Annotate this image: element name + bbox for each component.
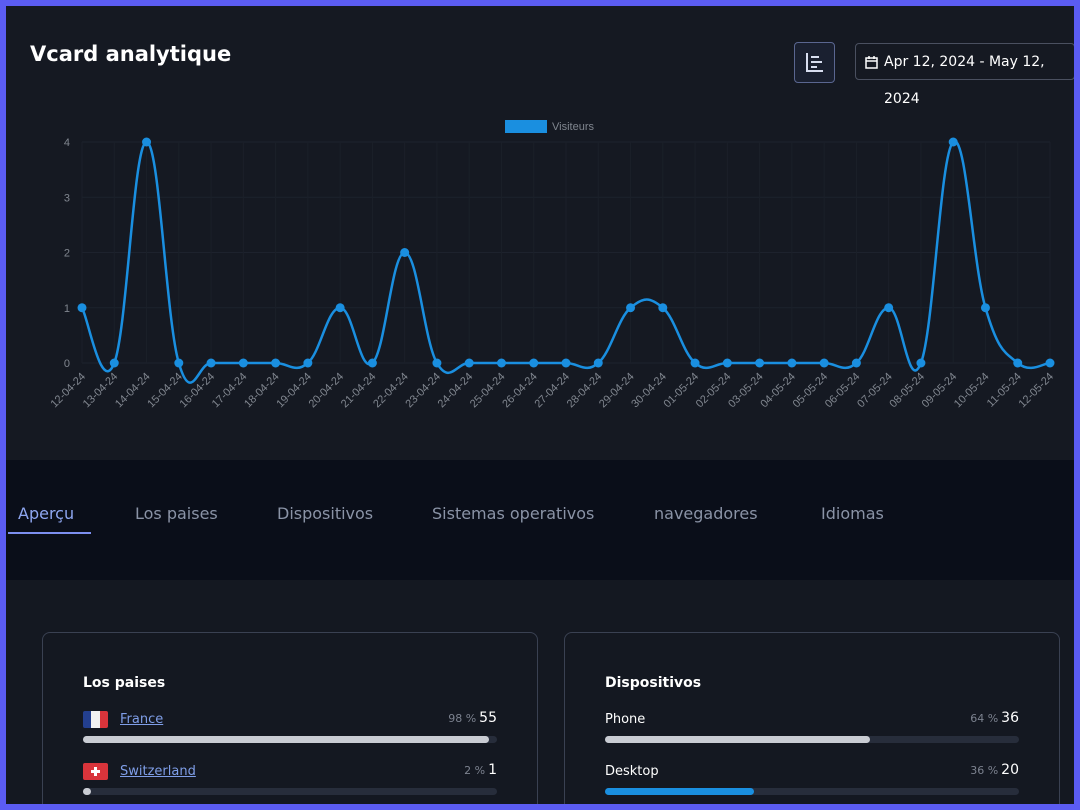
progress-track	[83, 736, 497, 743]
tab[interactable]: Idiomas	[821, 504, 884, 523]
tab[interactable]: Dispositivos	[277, 504, 374, 523]
data-point	[432, 358, 442, 368]
data-point	[464, 358, 474, 368]
card: Dispositivos Phone 64 % 36 Desktop 36 % 20	[564, 632, 1060, 804]
row-value: 98 % 55	[448, 710, 497, 726]
data-point	[400, 248, 410, 257]
chart-icon	[806, 53, 823, 72]
data-point	[206, 358, 216, 368]
card-title: Los paises	[83, 675, 166, 691]
x-tick-label: 10-05-24	[952, 371, 992, 411]
y-tick-label: 3	[64, 192, 70, 204]
data-point	[529, 358, 539, 368]
data-point	[722, 358, 732, 368]
line-chart: 0123412-04-2413-04-2414-04-2415-04-2416-…	[48, 120, 1056, 411]
data-point	[658, 303, 668, 313]
progress-bar	[83, 788, 92, 795]
count: 20	[1001, 762, 1019, 778]
row-value: 36 % 20	[970, 762, 1019, 778]
data-point	[303, 358, 313, 368]
data-point	[593, 358, 603, 368]
data-point	[819, 358, 829, 368]
legend-label: Visiteurs	[552, 121, 594, 133]
chart-type-button[interactable]	[794, 42, 835, 83]
y-tick-label: 2	[64, 248, 70, 260]
data-point	[271, 358, 281, 368]
app: Vcard analytique Apr 12, 2024 - May 12, …	[6, 6, 1074, 804]
y-tick-label: 1	[64, 303, 70, 315]
progress-track	[605, 788, 1019, 795]
row-label[interactable]: France	[120, 712, 164, 727]
series-line	[80, 140, 1051, 384]
date-range-picker[interactable]: Apr 12, 2024 - May 12, 2024	[855, 43, 1074, 107]
date-range: Apr 12, 2024 - May 12, 2024	[884, 54, 1045, 107]
data-point	[787, 358, 797, 368]
data-point	[367, 358, 377, 368]
card: Los paises France 98 % 55 Switzerland 2 % 1	[42, 632, 538, 804]
data-point	[142, 137, 152, 147]
data-point	[916, 358, 926, 368]
data-point	[238, 358, 248, 368]
tab[interactable]: navegadores	[654, 504, 758, 523]
chart-panel: Vcard analytique Apr 12, 2024 - May 12, …	[6, 6, 1074, 460]
card-title: Dispositivos	[605, 675, 702, 691]
percent-label: 2 %	[464, 764, 486, 777]
row-label: Desktop	[605, 764, 659, 779]
row-value: 2 % 1	[464, 762, 497, 778]
data-point	[980, 303, 990, 313]
progress-track	[605, 736, 1019, 743]
tab[interactable]: Aperçu	[18, 504, 75, 523]
page-title: Vcard analytique	[30, 42, 232, 66]
data-point	[77, 303, 87, 313]
data-point	[1045, 358, 1055, 368]
y-tick-label: 4	[64, 137, 70, 149]
legend-swatch	[505, 120, 547, 133]
progress-bar	[605, 788, 755, 795]
x-tick-label: 12-05-24	[1016, 371, 1056, 411]
count: 55	[479, 710, 497, 726]
active-tab-underline	[8, 532, 91, 534]
data-point	[109, 358, 119, 368]
progress-bar	[83, 736, 489, 743]
data-point	[174, 358, 184, 368]
row-value: 64 % 36	[970, 710, 1019, 726]
tab[interactable]: Sistemas operativos	[432, 504, 595, 523]
data-point	[626, 303, 636, 313]
percent-label: 64 %	[970, 712, 999, 725]
y-tick-label: 0	[64, 358, 70, 370]
data-point	[690, 358, 700, 368]
data-point	[851, 358, 861, 368]
data-point	[496, 358, 506, 368]
progress-bar	[605, 736, 870, 743]
count: 36	[1001, 710, 1019, 726]
row-label: Phone	[605, 712, 646, 727]
calendar-icon	[865, 56, 878, 69]
data-point	[755, 358, 765, 368]
data-point	[561, 358, 571, 368]
data-point	[884, 303, 894, 313]
percent-label: 98 %	[448, 712, 477, 725]
data-point	[335, 303, 345, 313]
count: 1	[488, 762, 497, 778]
percent-label: 36 %	[970, 764, 999, 777]
data-point	[1013, 358, 1023, 368]
flag	[83, 763, 108, 780]
flag	[83, 711, 108, 728]
tab-bar: Aperçu Los paises Dispositivos Sistemas ope…	[6, 460, 1074, 580]
tab[interactable]: Los paises	[135, 504, 218, 523]
row-label[interactable]: Switzerland	[120, 764, 196, 779]
data-point	[948, 137, 958, 147]
progress-track	[83, 788, 497, 795]
